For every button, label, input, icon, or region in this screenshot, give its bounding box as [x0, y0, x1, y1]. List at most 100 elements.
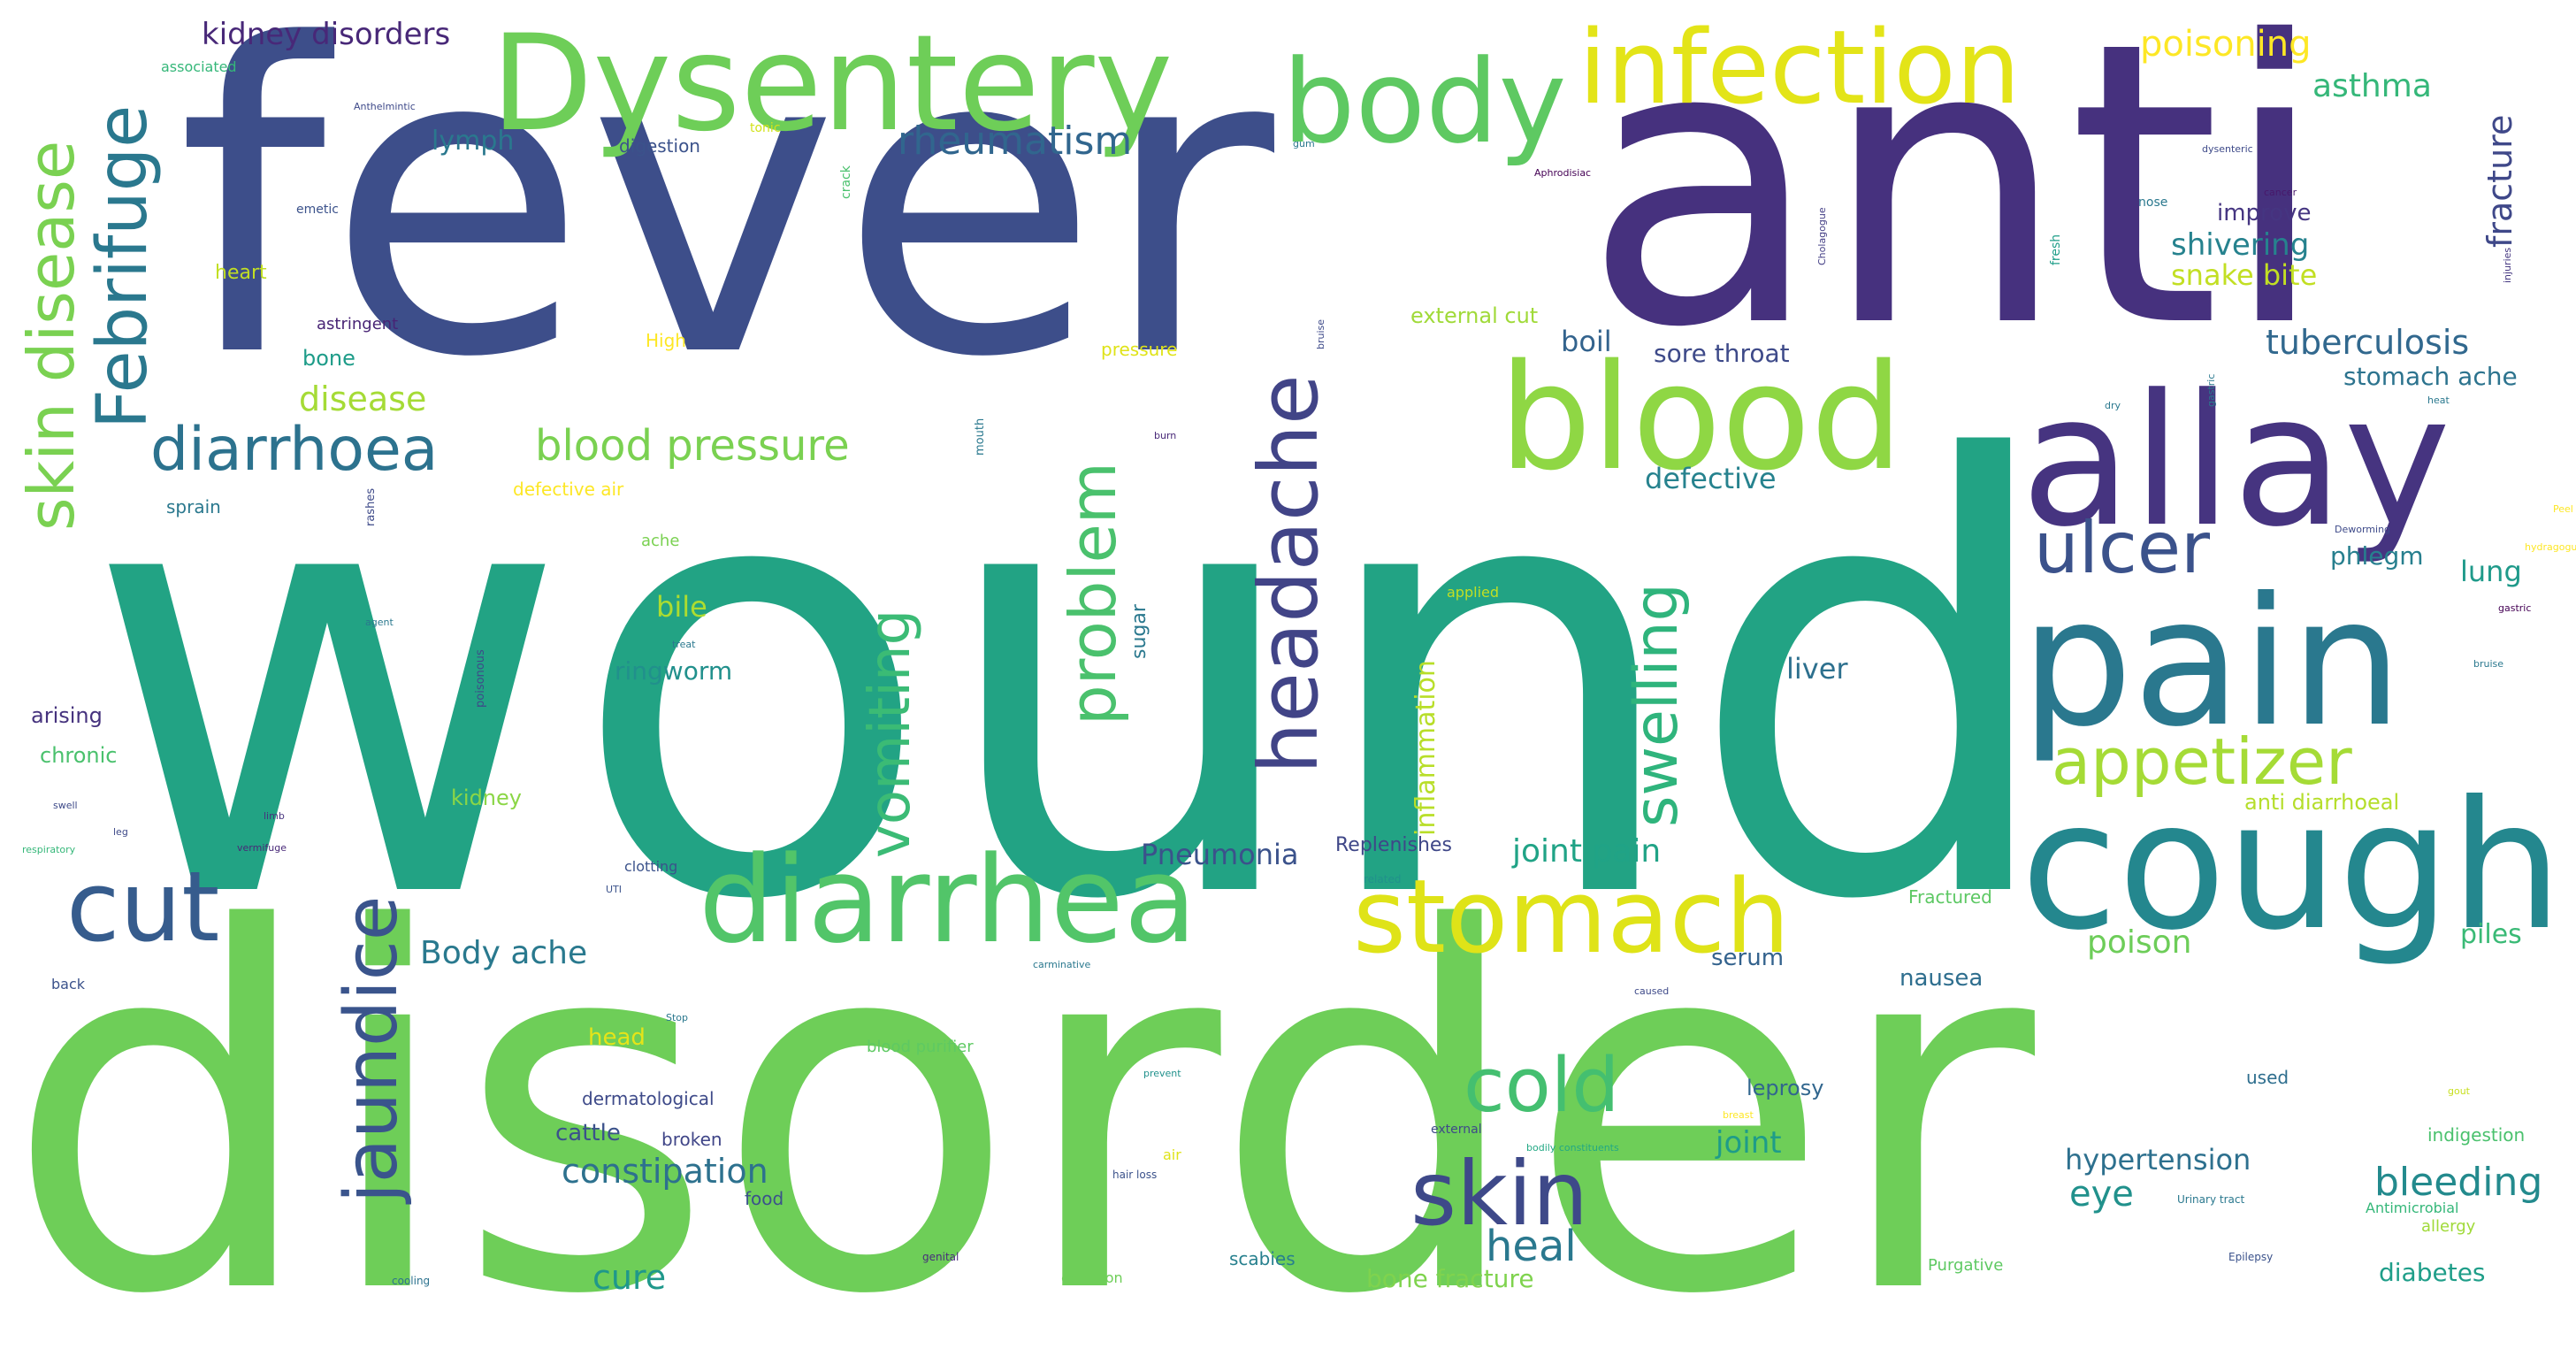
word-nose: nose	[2138, 195, 2168, 210]
word-aphrodisiac: Aphrodisiac	[1534, 167, 1592, 179]
word-improve: improve	[2217, 200, 2312, 226]
word-leg: limb	[264, 810, 285, 822]
word-swell: respiratory	[22, 844, 76, 855]
word-cut: cut	[66, 850, 220, 963]
word-common: common	[1061, 1269, 1123, 1286]
word-dysentery: Dysentery	[491, 7, 1173, 161]
word-leprosy: leprosy	[1747, 1076, 1824, 1100]
word-uti: back	[51, 976, 86, 993]
word-boil: boil	[1561, 325, 1612, 358]
word-tonic: tonic	[750, 121, 781, 135]
word-serum: serum	[1711, 945, 1785, 971]
word-pressure: pressure	[1101, 339, 1178, 360]
word-vomiting: vomiting	[858, 609, 923, 858]
word-fractured: Fractured	[1908, 886, 1992, 908]
word-injuries: emetic	[296, 203, 339, 217]
word-ache: applied	[1447, 584, 1500, 601]
word-agent: leg	[113, 826, 128, 838]
word-skin: skin	[1410, 1142, 1589, 1246]
word-heal: heal	[1486, 1222, 1577, 1271]
word-associated: associated	[161, 58, 237, 75]
word-chronic: chronic	[40, 743, 118, 768]
word-food: food	[745, 1188, 784, 1209]
word-itching: fresh	[2049, 234, 2063, 265]
word-caused: dry	[2105, 400, 2121, 411]
word-epilepsy: Epilepsy	[2228, 1251, 2274, 1263]
word-cure: cure	[592, 1258, 667, 1297]
word-cholagogue: injuries	[2502, 247, 2513, 283]
word-blood-pressure: blood pressure	[535, 421, 850, 471]
word-infection: infection	[1578, 9, 2021, 127]
word-diarrhea: diarrhea	[699, 831, 1197, 970]
word-blood: blood	[1499, 333, 1904, 502]
word-bone: bone	[302, 346, 355, 371]
word-liver: liver	[1786, 652, 1848, 686]
word-clotting: related	[1364, 873, 1402, 885]
word-external-cut: external cut	[1410, 303, 1539, 328]
word-related: carminative	[1033, 959, 1091, 970]
word-emetic: mouth	[974, 418, 987, 456]
word-kidney-disorders: kidney disorders	[202, 17, 451, 52]
word-blood-purifier: blood purifier	[867, 1038, 974, 1056]
word-vermifuge: UTI	[606, 884, 623, 895]
word-phlegm: phlegm	[2330, 541, 2424, 571]
word-digestion: digestion	[619, 135, 700, 157]
word-stomach: stomach	[1353, 858, 1790, 977]
word-defective-air: sugar	[1128, 604, 1150, 659]
word-dysenteric: dysenteric	[2202, 143, 2253, 155]
word-hydragogue: gastric	[2498, 602, 2532, 614]
word-hair-loss: hair loss	[1112, 1169, 1158, 1181]
word-applied: poisonous	[474, 649, 487, 708]
word-bile: bile	[656, 590, 707, 624]
word-diabetes: diabetes	[2379, 1258, 2486, 1287]
word-kidney: kidney	[451, 786, 522, 810]
word-heat: hydragogue	[2525, 541, 2576, 553]
word-poisoning: poisoning	[2140, 24, 2312, 65]
word-urinary-tract: Urinary tract	[2177, 1193, 2245, 1206]
word-respiratory: vermifuge	[237, 842, 287, 854]
word-used: used	[2246, 1067, 2289, 1088]
word-cancer: cancer	[2264, 187, 2297, 198]
word-gum: gum	[1293, 138, 1315, 149]
word-stomach-ache: stomach ache	[2343, 362, 2518, 391]
word-appetizer: appetizer	[2052, 724, 2352, 799]
word-anti: anti	[1583, 0, 2329, 412]
word-joint-pain: joint pain	[1512, 833, 1662, 870]
word-body: body	[1282, 34, 1567, 169]
word-gout: gout	[2448, 1085, 2470, 1097]
word-poison: poison	[2087, 924, 2192, 961]
word-lung: lung	[2460, 555, 2522, 588]
word-body-ache: Body ache	[420, 935, 588, 971]
word-scabies: scabies	[1229, 1248, 1296, 1269]
word-crack: crack	[839, 165, 853, 199]
word-eye: eye	[2069, 1174, 2134, 1215]
word-allay: allay	[2021, 356, 2451, 567]
word-bone-fracture: bone fracture	[1366, 1264, 1534, 1293]
word-problem: problem	[1056, 462, 1130, 725]
word-bruise: bruise	[1315, 318, 1326, 349]
word-sore-throat: sore throat	[1654, 339, 1790, 368]
word-peel: Deworming	[2335, 524, 2391, 535]
word-shivering: shivering	[2171, 227, 2310, 263]
word-burn: sprain	[166, 496, 221, 517]
word-wound: wound	[84, 338, 2065, 1030]
word-febrifuge: Febrifuge	[83, 104, 163, 429]
word-poisonous: swell	[53, 800, 78, 811]
word-antimicrobial: Antimicrobial	[2366, 1200, 2459, 1216]
word-external: external	[1431, 1123, 1482, 1137]
word-anthelmintic: Anthelmintic	[354, 101, 416, 112]
word-astringent: astringent	[317, 315, 399, 333]
word-tuberculosis: tuberculosis	[2266, 323, 2470, 362]
word-replenishes: Replenishes	[1335, 834, 1452, 856]
word-skin-disease: skin disease	[14, 140, 88, 531]
word-purgative: Purgative	[1928, 1256, 2004, 1275]
word-ringworm: ringworm	[615, 656, 733, 686]
word-lymph: lymph	[432, 126, 515, 157]
word-gastritis: burn	[1154, 430, 1177, 441]
word-inflammation: inflammation	[1410, 660, 1441, 836]
word-rashes: defective air	[513, 479, 624, 500]
word-swelling: swelling	[1622, 583, 1692, 827]
word-cold: cold	[1464, 1042, 1620, 1130]
word-air: air	[1163, 1146, 1181, 1163]
word-fracture: fracture	[2480, 114, 2519, 248]
